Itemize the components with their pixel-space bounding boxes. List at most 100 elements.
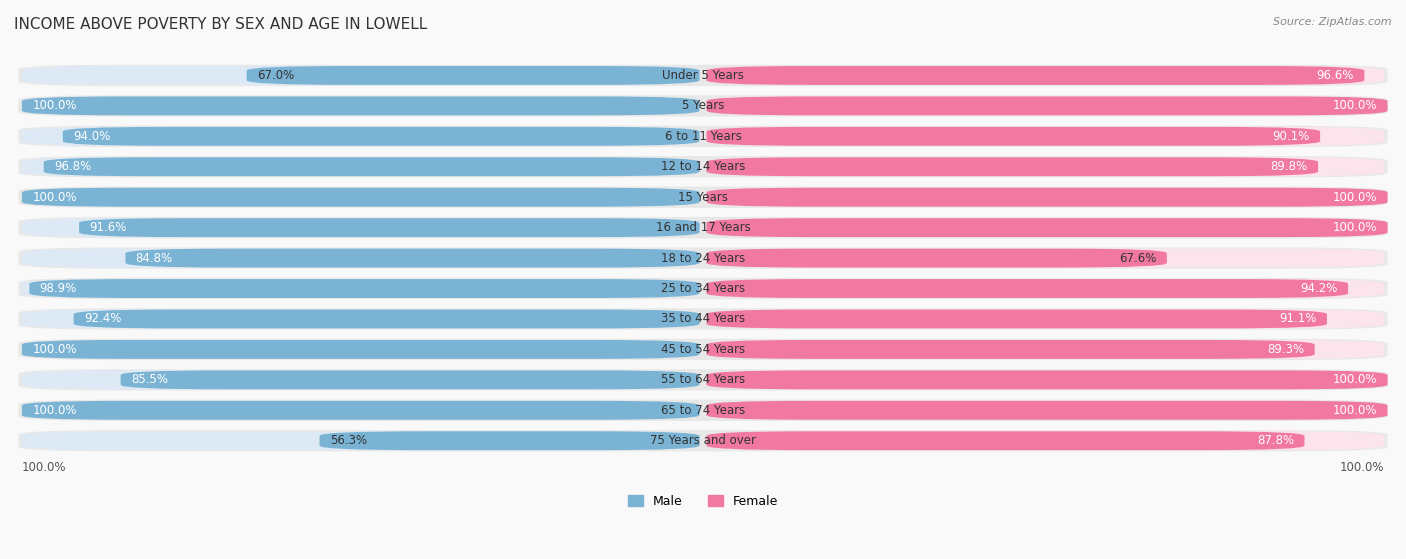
FancyBboxPatch shape bbox=[710, 371, 1384, 389]
FancyBboxPatch shape bbox=[710, 218, 1384, 237]
Text: 100.0%: 100.0% bbox=[1340, 461, 1384, 475]
Text: 100.0%: 100.0% bbox=[32, 191, 77, 203]
Text: 91.1%: 91.1% bbox=[1279, 312, 1316, 325]
FancyBboxPatch shape bbox=[18, 95, 1388, 116]
FancyBboxPatch shape bbox=[18, 309, 1388, 330]
FancyBboxPatch shape bbox=[22, 157, 696, 176]
FancyBboxPatch shape bbox=[706, 310, 1327, 328]
FancyBboxPatch shape bbox=[22, 310, 696, 328]
Text: 5 Years: 5 Years bbox=[682, 100, 724, 112]
Text: 84.8%: 84.8% bbox=[136, 252, 173, 264]
FancyBboxPatch shape bbox=[44, 157, 700, 176]
Text: 90.1%: 90.1% bbox=[1272, 130, 1310, 143]
FancyBboxPatch shape bbox=[73, 310, 700, 328]
Text: 100.0%: 100.0% bbox=[1333, 221, 1378, 234]
FancyBboxPatch shape bbox=[706, 97, 1388, 115]
FancyBboxPatch shape bbox=[706, 401, 1388, 420]
FancyBboxPatch shape bbox=[22, 432, 696, 450]
Text: 94.2%: 94.2% bbox=[1301, 282, 1337, 295]
FancyBboxPatch shape bbox=[710, 157, 1384, 176]
FancyBboxPatch shape bbox=[18, 278, 1388, 299]
FancyBboxPatch shape bbox=[18, 430, 1388, 451]
FancyBboxPatch shape bbox=[706, 371, 1388, 389]
Text: 100.0%: 100.0% bbox=[32, 404, 77, 417]
FancyBboxPatch shape bbox=[22, 401, 700, 420]
Text: 100.0%: 100.0% bbox=[32, 100, 77, 112]
FancyBboxPatch shape bbox=[706, 157, 1317, 176]
Text: 18 to 24 Years: 18 to 24 Years bbox=[661, 252, 745, 264]
FancyBboxPatch shape bbox=[22, 97, 700, 115]
FancyBboxPatch shape bbox=[22, 340, 696, 359]
FancyBboxPatch shape bbox=[18, 126, 1388, 147]
FancyBboxPatch shape bbox=[30, 279, 700, 298]
FancyBboxPatch shape bbox=[18, 156, 1388, 177]
Text: Source: ZipAtlas.com: Source: ZipAtlas.com bbox=[1274, 17, 1392, 27]
Text: 100.0%: 100.0% bbox=[32, 343, 77, 356]
FancyBboxPatch shape bbox=[710, 340, 1384, 359]
FancyBboxPatch shape bbox=[710, 279, 1384, 298]
Text: 100.0%: 100.0% bbox=[1333, 100, 1378, 112]
FancyBboxPatch shape bbox=[246, 66, 700, 85]
Text: 100.0%: 100.0% bbox=[22, 461, 66, 475]
FancyBboxPatch shape bbox=[710, 432, 1384, 450]
FancyBboxPatch shape bbox=[706, 340, 1315, 359]
FancyBboxPatch shape bbox=[22, 279, 696, 298]
FancyBboxPatch shape bbox=[18, 248, 1388, 269]
Text: 96.8%: 96.8% bbox=[53, 160, 91, 173]
FancyBboxPatch shape bbox=[18, 400, 1388, 421]
FancyBboxPatch shape bbox=[710, 127, 1384, 146]
Text: Under 5 Years: Under 5 Years bbox=[662, 69, 744, 82]
FancyBboxPatch shape bbox=[22, 66, 696, 85]
Text: 96.6%: 96.6% bbox=[1316, 69, 1354, 82]
Text: INCOME ABOVE POVERTY BY SEX AND AGE IN LOWELL: INCOME ABOVE POVERTY BY SEX AND AGE IN L… bbox=[14, 17, 427, 32]
FancyBboxPatch shape bbox=[22, 371, 696, 389]
Text: 89.8%: 89.8% bbox=[1271, 160, 1308, 173]
FancyBboxPatch shape bbox=[22, 340, 700, 359]
FancyBboxPatch shape bbox=[63, 127, 700, 146]
Text: 91.6%: 91.6% bbox=[90, 221, 127, 234]
Text: 98.9%: 98.9% bbox=[39, 282, 77, 295]
FancyBboxPatch shape bbox=[706, 218, 1388, 237]
FancyBboxPatch shape bbox=[18, 187, 1388, 208]
FancyBboxPatch shape bbox=[706, 249, 1167, 268]
Text: 100.0%: 100.0% bbox=[1333, 191, 1378, 203]
Text: 89.3%: 89.3% bbox=[1267, 343, 1305, 356]
FancyBboxPatch shape bbox=[706, 432, 1305, 450]
FancyBboxPatch shape bbox=[22, 188, 700, 207]
Text: 85.5%: 85.5% bbox=[131, 373, 167, 386]
FancyBboxPatch shape bbox=[125, 249, 700, 268]
Text: 45 to 54 Years: 45 to 54 Years bbox=[661, 343, 745, 356]
FancyBboxPatch shape bbox=[22, 218, 696, 237]
Legend: Male, Female: Male, Female bbox=[623, 490, 783, 513]
FancyBboxPatch shape bbox=[710, 188, 1384, 207]
Text: 6 to 11 Years: 6 to 11 Years bbox=[665, 130, 741, 143]
Text: 100.0%: 100.0% bbox=[1333, 404, 1378, 417]
FancyBboxPatch shape bbox=[22, 97, 696, 115]
FancyBboxPatch shape bbox=[710, 97, 1384, 115]
FancyBboxPatch shape bbox=[18, 65, 1388, 86]
FancyBboxPatch shape bbox=[18, 217, 1388, 238]
FancyBboxPatch shape bbox=[22, 249, 696, 268]
FancyBboxPatch shape bbox=[319, 432, 700, 450]
FancyBboxPatch shape bbox=[710, 66, 1384, 85]
FancyBboxPatch shape bbox=[710, 249, 1384, 268]
FancyBboxPatch shape bbox=[18, 339, 1388, 360]
FancyBboxPatch shape bbox=[706, 279, 1348, 298]
Text: 67.0%: 67.0% bbox=[257, 69, 294, 82]
FancyBboxPatch shape bbox=[710, 310, 1384, 328]
FancyBboxPatch shape bbox=[22, 188, 696, 207]
Text: 94.0%: 94.0% bbox=[73, 130, 110, 143]
Text: 35 to 44 Years: 35 to 44 Years bbox=[661, 312, 745, 325]
Text: 92.4%: 92.4% bbox=[84, 312, 121, 325]
Text: 65 to 74 Years: 65 to 74 Years bbox=[661, 404, 745, 417]
FancyBboxPatch shape bbox=[706, 127, 1320, 146]
Text: 56.3%: 56.3% bbox=[330, 434, 367, 447]
Text: 16 and 17 Years: 16 and 17 Years bbox=[655, 221, 751, 234]
FancyBboxPatch shape bbox=[18, 369, 1388, 391]
Text: 75 Years and over: 75 Years and over bbox=[650, 434, 756, 447]
Text: 67.6%: 67.6% bbox=[1119, 252, 1157, 264]
FancyBboxPatch shape bbox=[121, 371, 700, 389]
FancyBboxPatch shape bbox=[22, 127, 696, 146]
FancyBboxPatch shape bbox=[79, 218, 700, 237]
Text: 55 to 64 Years: 55 to 64 Years bbox=[661, 373, 745, 386]
